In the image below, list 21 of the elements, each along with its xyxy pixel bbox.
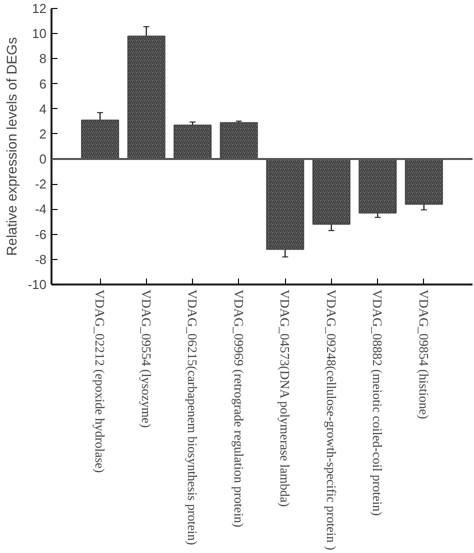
y-tick-label: 10 xyxy=(32,26,47,42)
y-tick-label: -10 xyxy=(28,277,47,292)
y-tick-label: 0 xyxy=(39,152,47,167)
y-tick-label: 2 xyxy=(39,126,47,142)
x-tick-label: VDAG_09554 (lysozyme) xyxy=(138,290,154,428)
y-tick-label: 8 xyxy=(39,51,47,66)
x-tick-label: VDAG_09248(cellulose-growth-specific protein ) xyxy=(324,290,339,550)
y-tick-label: 12 xyxy=(32,1,47,16)
x-tick-label: VDAG_06215(carbapenem biosynthesis protein) xyxy=(185,290,200,546)
x-tick-label: VDAG_09969 (retrograde regulation protein) xyxy=(231,290,246,528)
y-tick-label: -8 xyxy=(34,252,47,267)
x-tick-label: VDAG_08882 (meiotic coiled-coil protein) xyxy=(370,290,386,516)
x-tick-label: VDAG_09854 (histione) xyxy=(416,290,432,420)
y-tick-label: 4 xyxy=(39,101,47,116)
y-tick-label: -4 xyxy=(34,202,47,217)
y-tick-label: -2 xyxy=(34,176,47,192)
x-tick-label: VDAG_04573(DNA polymerase lambda) xyxy=(278,290,293,507)
y-tick-label: -6 xyxy=(34,226,47,242)
y-axis-title: Relative expression levels of DEGs xyxy=(4,37,20,256)
x-tick-label: VDAG_02212 (epoxide hydrolase) xyxy=(92,290,108,473)
y-tick-label: 6 xyxy=(39,76,47,92)
